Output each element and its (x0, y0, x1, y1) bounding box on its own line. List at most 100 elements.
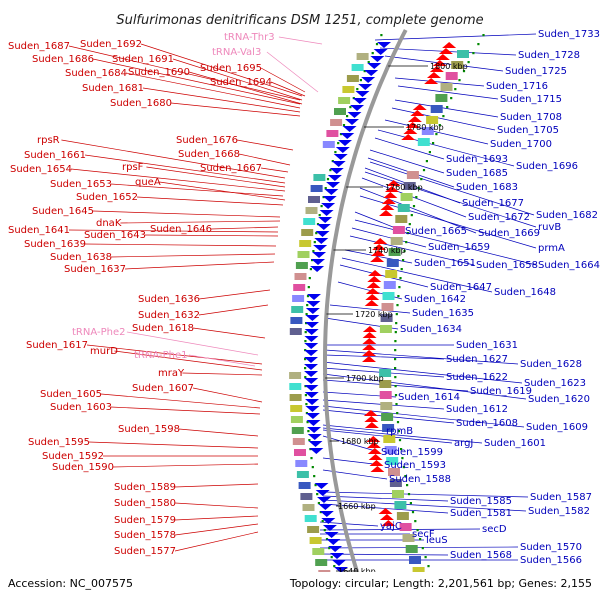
minus-gene-arrow (304, 350, 319, 356)
trna-label: tRNA-Thr3 (224, 32, 275, 43)
cog-block (301, 229, 314, 236)
leader-line (174, 502, 259, 509)
minus-gene-arrow (340, 133, 355, 139)
gene-label: Suden_1648 (494, 287, 556, 298)
gene-label: Suden_1654 (10, 164, 72, 175)
track-dot (472, 52, 475, 55)
gene-label: Suden_1603 (50, 402, 112, 413)
leader-line (174, 531, 259, 552)
trna-label: tRNA-Phe1 (134, 350, 187, 361)
track-dot (304, 367, 307, 370)
gene-label: Suden_1639 (24, 239, 86, 250)
minus-gene-arrow (315, 490, 330, 496)
cog-block (294, 273, 307, 280)
leader-line (110, 253, 276, 258)
gene-label: Suden_1634 (400, 324, 462, 335)
plus-gene-arrow (373, 238, 388, 244)
track-dot (313, 475, 316, 478)
track-dot (422, 169, 426, 172)
track-dot (330, 556, 333, 559)
leader-line (322, 405, 525, 428)
leader-line (329, 304, 411, 314)
gene-label: Suden_1577 (114, 546, 176, 557)
minus-gene-arrow (350, 105, 365, 111)
cog-block (388, 248, 401, 256)
track-dot (318, 214, 321, 217)
minus-gene-arrow (304, 378, 319, 384)
leader-line (125, 72, 301, 109)
track-dot (415, 196, 418, 199)
gene-label: Suden_1677 (462, 198, 524, 209)
plus-gene-arrow (372, 244, 387, 250)
cog-block (409, 556, 421, 564)
cog-block (298, 482, 311, 489)
leader-line (384, 119, 489, 145)
gene-label: Suden_1620 (528, 394, 590, 405)
track-dot (322, 196, 325, 199)
gene-label: Suden_1642 (404, 294, 466, 305)
minus-gene-arrow (331, 161, 346, 167)
plus-gene-arrow (362, 344, 377, 350)
gene-label: Suden_1658 (476, 260, 538, 271)
minus-gene-arrow (313, 245, 328, 251)
cog-block (342, 86, 355, 93)
gene-label: Suden_1622 (446, 372, 508, 383)
minus-gene-arrow (304, 329, 319, 335)
plus-gene-arrow (438, 48, 453, 54)
minus-gene-arrow (305, 315, 320, 321)
gene-label: Suden_1619 (470, 386, 532, 397)
track-dot (400, 268, 403, 271)
gene-label: Suden_1700 (490, 139, 552, 150)
track-dot (450, 97, 453, 100)
cog-block (290, 416, 303, 423)
track-dot (321, 520, 324, 523)
minus-gene-arrow (307, 427, 322, 433)
track-dot (427, 565, 430, 568)
tick-label: 1760 kbp (385, 183, 423, 192)
gene-label: Suden_1669 (478, 228, 540, 239)
gene-label: Suden_1681 (82, 83, 144, 94)
minus-gene-arrow (331, 560, 346, 566)
left-gene-labels: Suden_1687 Suden_1692 Suden_1686 Suden_1691… (8, 32, 275, 557)
gene-label: Suden_1646 (150, 224, 212, 235)
gene-label: Suden_1694 (210, 77, 272, 88)
genome-summary: Topology: circular; Length: 2,201,561 bp… (289, 577, 592, 590)
gene-label: Suden_1685 (446, 168, 508, 179)
gene-label: Suden_1676 (176, 135, 238, 146)
gene-label: Suden_1590 (52, 462, 114, 473)
gene-label: Suden_1585 (450, 496, 512, 507)
plus-gene-arrow (368, 270, 383, 276)
cog-block (386, 457, 399, 465)
track-dot (328, 547, 331, 550)
plus-gene-arrow (362, 350, 377, 356)
plus-gene-arrow (429, 66, 444, 72)
cog-block (295, 262, 308, 269)
track-dot (442, 115, 445, 118)
plus-gene-arrow (367, 442, 382, 448)
leader-line (92, 58, 301, 105)
leader-line (182, 372, 263, 376)
plus-gene-arrow (365, 288, 380, 294)
gene-label: Suden_1691 (112, 54, 174, 65)
gene-label: murD (90, 346, 118, 357)
cog-block (309, 537, 322, 544)
genome-backbone (323, 29, 408, 600)
leader-line (260, 167, 289, 173)
track-dot (349, 106, 352, 109)
cog-block (326, 130, 339, 137)
gene-label: ruvB (538, 222, 561, 233)
cog-block (289, 383, 302, 390)
minus-gene-arrow (304, 364, 319, 370)
cog-block (397, 204, 410, 212)
minus-gene-arrow (328, 546, 343, 552)
minus-gene-arrow (329, 168, 344, 174)
plus-strand-genes (362, 42, 457, 526)
leader-line (377, 129, 515, 167)
minus-gene-arrow (318, 504, 333, 510)
gene-label: Suden_1684 (65, 68, 127, 79)
cog-block (292, 438, 305, 445)
gene-label: Suden_1653 (50, 179, 112, 190)
leader-line (354, 219, 537, 266)
minus-gene-arrow (324, 189, 339, 195)
